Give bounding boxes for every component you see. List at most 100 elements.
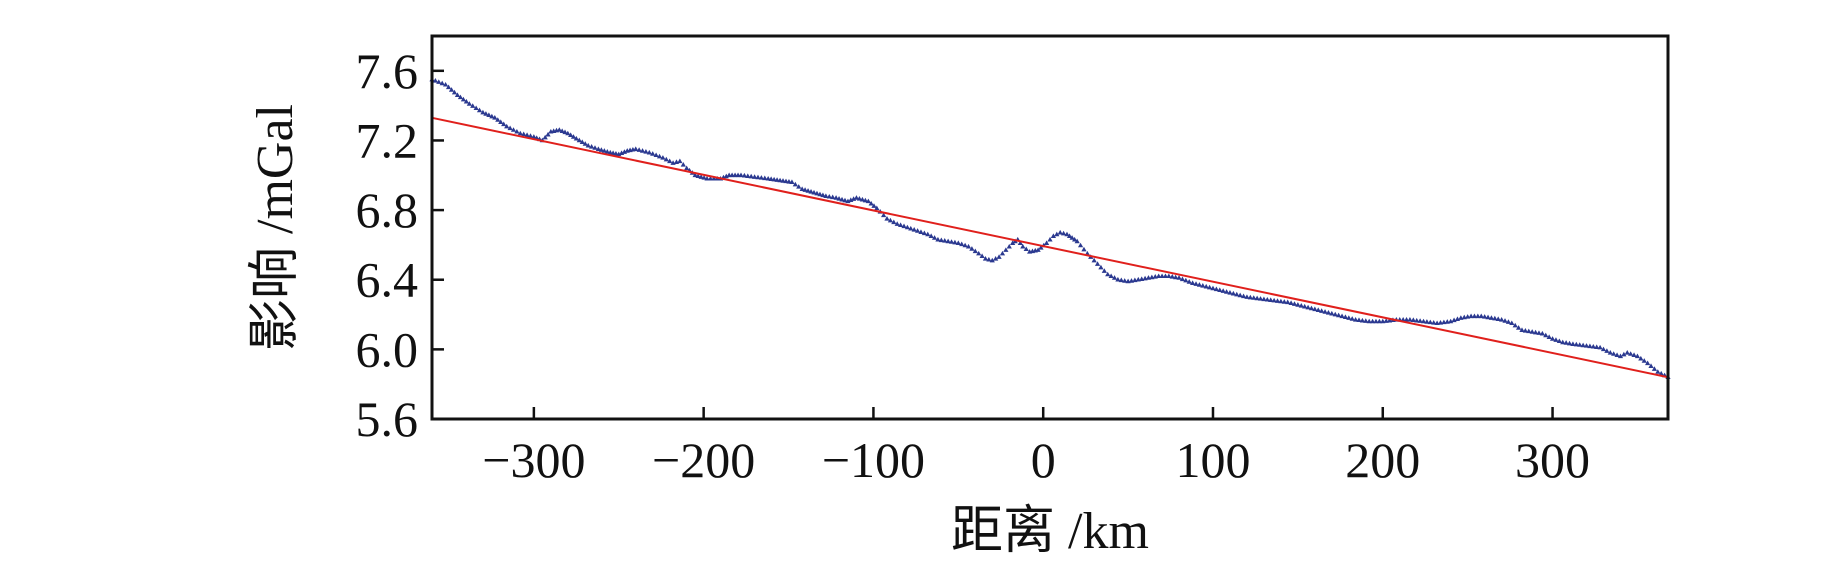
- data-point: [598, 147, 604, 152]
- data-point: [1502, 318, 1508, 323]
- data-point: [1492, 315, 1498, 321]
- data-point: [504, 123, 510, 129]
- data-point: [1332, 311, 1338, 317]
- data-point: [1485, 314, 1491, 320]
- y-tick-label: 5.6: [356, 391, 419, 447]
- data-point: [1454, 316, 1461, 321]
- data-point: [527, 133, 534, 138]
- data-point: [884, 215, 890, 221]
- data-point: [650, 151, 656, 156]
- data-point: [799, 186, 805, 191]
- data-point: [962, 242, 968, 248]
- data-point: [853, 195, 860, 200]
- data-point: [1424, 319, 1430, 324]
- data-point: [480, 109, 486, 115]
- data-point: [1597, 344, 1603, 350]
- data-point: [1482, 314, 1488, 319]
- data-point: [618, 150, 625, 156]
- data-point: [796, 184, 802, 189]
- data-point: [601, 148, 607, 153]
- data-point: [1536, 330, 1542, 335]
- data-point: [643, 148, 649, 154]
- data-point: [1237, 292, 1243, 298]
- data-point: [576, 137, 582, 143]
- data-point: [952, 239, 958, 245]
- data-point: [845, 198, 851, 204]
- y-tick-label: 7.2: [356, 112, 419, 168]
- y-tick-label: 6.0: [356, 321, 419, 377]
- data-point: [579, 139, 585, 144]
- data-point: [524, 132, 530, 138]
- data-point: [1156, 273, 1162, 279]
- data-point: [656, 153, 663, 159]
- data-point: [1600, 346, 1607, 352]
- plot-marks: [429, 76, 1671, 380]
- data-point: [887, 217, 894, 223]
- data-point: [663, 156, 669, 162]
- data-point: [1308, 305, 1315, 311]
- data-point: [1549, 336, 1556, 341]
- data-point: [1285, 299, 1291, 305]
- data-point: [1066, 233, 1073, 239]
- data-point: [859, 196, 865, 202]
- data-point: [911, 227, 917, 232]
- data-point: [1038, 245, 1044, 250]
- data-point: [498, 119, 504, 124]
- data-point: [908, 225, 914, 231]
- data-point: [489, 113, 495, 119]
- data-point: [1196, 282, 1203, 287]
- data-point: [1515, 325, 1522, 330]
- plot-frame: [430, 34, 1670, 421]
- data-point: [1322, 309, 1328, 314]
- data-point: [865, 198, 871, 204]
- data-point: [1522, 327, 1528, 333]
- data-point: [1003, 247, 1009, 252]
- data-point: [1169, 274, 1175, 279]
- data-point: [938, 237, 944, 243]
- data-point: [1556, 338, 1562, 344]
- data-point: [684, 165, 690, 171]
- data-point: [636, 147, 642, 152]
- data-point: [823, 193, 829, 198]
- data-point: [989, 257, 995, 263]
- data-point: [1499, 316, 1505, 322]
- data-point: [639, 148, 646, 153]
- data-point: [454, 92, 461, 97]
- data-point: [805, 188, 811, 193]
- data-point: [762, 175, 768, 181]
- data-point: [1353, 316, 1359, 322]
- data-point: [948, 239, 955, 244]
- data-point: [470, 103, 476, 108]
- data-point: [667, 158, 673, 164]
- data-point: [445, 84, 452, 90]
- data-point: [1017, 240, 1023, 245]
- data-point: [993, 256, 999, 261]
- data-point: [1291, 301, 1298, 306]
- data-point: [457, 94, 464, 100]
- data-point: [1546, 334, 1552, 339]
- data-point: [1631, 352, 1637, 357]
- data-point: [755, 174, 761, 180]
- data-point: [514, 128, 520, 134]
- data-point: [1118, 277, 1124, 283]
- data-point: [1179, 276, 1186, 282]
- data-point: [1369, 318, 1376, 324]
- data-point: [901, 223, 907, 229]
- data-point: [1035, 247, 1041, 252]
- data-point: [1420, 318, 1427, 324]
- data-point: [1247, 294, 1253, 300]
- data-point: [904, 224, 910, 230]
- data-point: [1580, 342, 1586, 348]
- data-point: [1339, 313, 1345, 319]
- data-point: [677, 158, 683, 164]
- data-point: [792, 181, 798, 187]
- data-point: [1020, 243, 1026, 249]
- data-point: [653, 152, 659, 158]
- data-point: [1315, 307, 1321, 312]
- data-point: [802, 187, 808, 192]
- data-point: [986, 256, 992, 262]
- data-point: [568, 132, 574, 138]
- data-point: [925, 231, 931, 237]
- data-point: [1186, 279, 1192, 284]
- data-point: [495, 117, 501, 122]
